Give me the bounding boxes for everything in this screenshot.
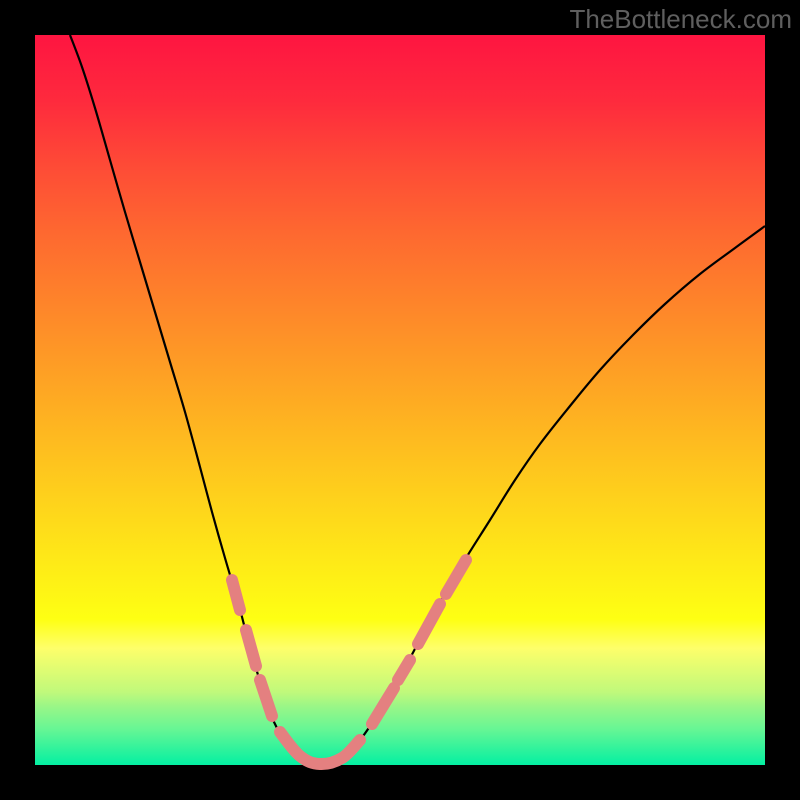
overlay-segment xyxy=(446,560,466,594)
overlay-segments xyxy=(232,560,466,764)
overlay-segment xyxy=(260,680,272,716)
watermark-text: TheBottleneck.com xyxy=(569,4,792,35)
overlay-segment xyxy=(418,604,440,644)
chart-canvas: TheBottleneck.com xyxy=(0,0,800,800)
overlay-segment xyxy=(372,688,394,724)
overlay-segment xyxy=(398,660,410,680)
curve-layer xyxy=(35,35,765,765)
plot-area xyxy=(35,35,765,765)
bottleneck-curve xyxy=(70,35,765,764)
overlay-segment xyxy=(232,580,240,610)
overlay-segment xyxy=(246,630,256,666)
overlay-segment xyxy=(280,732,360,764)
